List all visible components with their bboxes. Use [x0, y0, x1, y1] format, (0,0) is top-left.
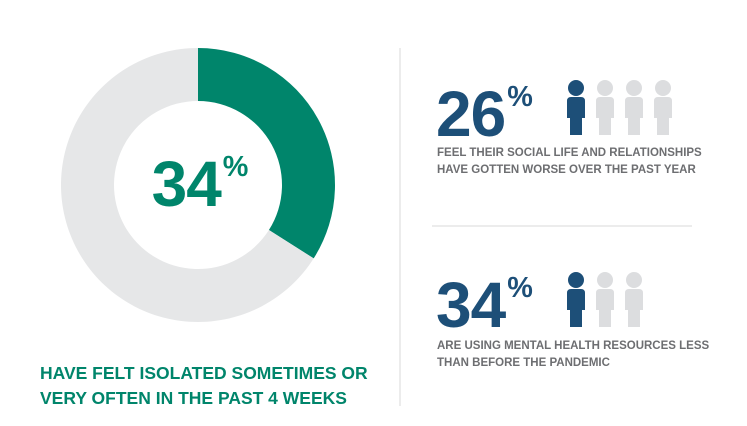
- person-icon: [625, 272, 643, 327]
- icon-body: [625, 97, 643, 135]
- stat-caption: ARE USING MENTAL HEALTH RESOURCES LESS T…: [437, 340, 710, 369]
- icon-head: [568, 272, 584, 288]
- icon-head: [626, 80, 642, 96]
- stat-value-label: 34%: [436, 269, 533, 341]
- stat-value-label: 26%: [436, 78, 533, 150]
- icon-body: [567, 97, 585, 135]
- icon-body: [596, 97, 614, 135]
- icon-head: [655, 80, 671, 96]
- donut-segment: [60, 48, 314, 322]
- person-icon: [654, 80, 672, 135]
- icon-head: [568, 80, 584, 96]
- donut-value-label: 34%: [151, 148, 249, 220]
- person-icon: [596, 80, 614, 135]
- icon-body: [654, 97, 672, 135]
- stat-caption: FEEL THEIR SOCIAL LIFE AND RELATIONSHIPS…: [437, 147, 702, 176]
- donut-caption: HAVE FELT ISOLATED SOMETIMES OR VERY OFT…: [40, 363, 368, 408]
- icon-head: [626, 272, 642, 288]
- person-icon: [625, 80, 643, 135]
- donut-segment: [198, 48, 335, 259]
- icon-body: [625, 289, 643, 327]
- icon-head: [597, 272, 613, 288]
- icon-body: [567, 289, 585, 327]
- person-icon: [567, 80, 585, 135]
- person-icon: [567, 272, 585, 327]
- person-icon: [596, 272, 614, 327]
- icon-body: [596, 289, 614, 327]
- icon-head: [597, 80, 613, 96]
